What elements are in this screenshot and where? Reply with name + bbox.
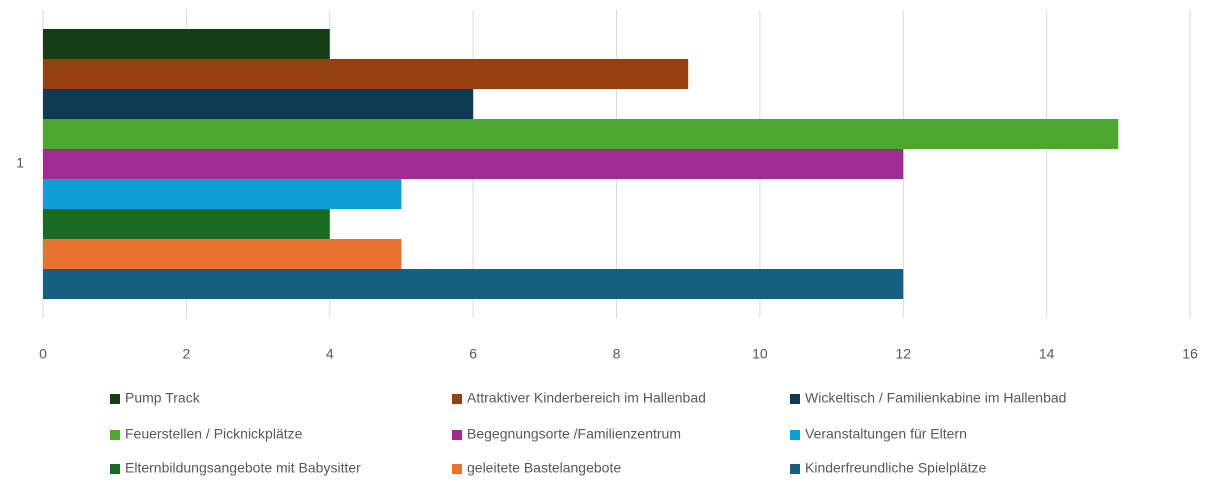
bar	[43, 89, 474, 119]
bar	[43, 29, 330, 59]
legend-swatch	[452, 394, 462, 404]
x-tick-label: 12	[895, 346, 911, 362]
legend-swatch	[452, 464, 462, 474]
x-tick-label: 0	[39, 346, 47, 362]
bar	[43, 179, 402, 209]
x-tick-label: 4	[326, 346, 334, 362]
bar	[43, 269, 904, 299]
legend-swatch	[790, 430, 800, 440]
y-tick-label: 1	[16, 155, 24, 171]
legend-swatch	[110, 394, 120, 404]
x-tick-label: 16	[1182, 346, 1198, 362]
bar	[43, 209, 330, 239]
x-tick-label: 10	[752, 346, 768, 362]
legend-label: geleitete Bastelangebote	[467, 460, 621, 476]
x-tick-label: 2	[182, 346, 190, 362]
bar	[43, 119, 1119, 149]
x-tick-label: 14	[1039, 346, 1055, 362]
legend-label: Pump Track	[125, 390, 201, 406]
legend-label: Attraktiver Kinderbereich im Hallenbad	[467, 390, 706, 406]
legend-swatch	[110, 464, 120, 474]
legend-label: Feuerstellen / Picknickplätze	[125, 426, 303, 442]
legend-label: Kinderfreundliche Spielplätze	[805, 460, 987, 476]
legend-label: Begegnungsorte /Familienzentrum	[467, 426, 681, 442]
x-tick-label: 6	[469, 346, 477, 362]
bar	[43, 239, 402, 269]
x-tick-label: 8	[613, 346, 621, 362]
legend-label: Wickeltisch / Familienkabine im Hallenba…	[805, 390, 1066, 406]
bar	[43, 59, 689, 89]
legend-swatch	[790, 464, 800, 474]
legend-swatch	[790, 394, 800, 404]
legend-label: Elternbildungsangebote mit Babysitter	[125, 460, 361, 476]
legend-swatch	[110, 430, 120, 440]
legend-label: Veranstaltungen für Eltern	[805, 426, 967, 442]
legend-swatch	[452, 430, 462, 440]
bar	[43, 149, 904, 179]
